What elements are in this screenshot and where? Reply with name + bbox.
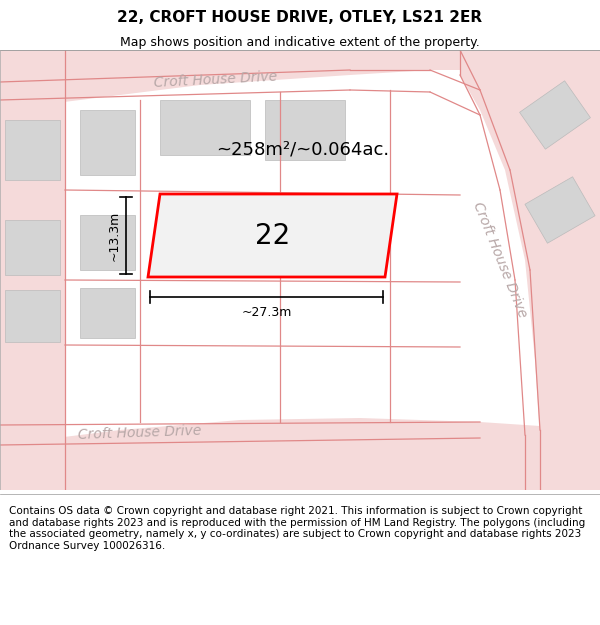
Bar <box>5 220 60 275</box>
Text: Croft House Drive: Croft House Drive <box>470 200 530 320</box>
Bar <box>160 100 250 155</box>
Bar <box>80 215 135 270</box>
Polygon shape <box>0 50 500 110</box>
Text: ~13.3m: ~13.3m <box>108 211 121 261</box>
Text: Map shows position and indicative extent of the property.: Map shows position and indicative extent… <box>120 36 480 49</box>
Polygon shape <box>0 50 65 490</box>
Text: Croft House Drive: Croft House Drive <box>153 70 277 90</box>
Bar <box>265 100 345 160</box>
Text: 22, CROFT HOUSE DRIVE, OTLEY, LS21 2ER: 22, CROFT HOUSE DRIVE, OTLEY, LS21 2ER <box>118 10 482 25</box>
Text: 22: 22 <box>255 221 290 249</box>
Polygon shape <box>0 418 600 490</box>
Bar <box>5 120 60 180</box>
Polygon shape <box>460 50 600 490</box>
Polygon shape <box>525 177 595 243</box>
Bar <box>80 110 135 175</box>
Text: Croft House Drive: Croft House Drive <box>78 424 202 442</box>
Bar <box>5 290 60 342</box>
Text: ~258m²/~0.064ac.: ~258m²/~0.064ac. <box>216 140 389 158</box>
Polygon shape <box>148 194 397 277</box>
Bar <box>80 288 135 338</box>
Text: ~27.3m: ~27.3m <box>241 306 292 319</box>
Polygon shape <box>520 81 590 149</box>
Text: Contains OS data © Crown copyright and database right 2021. This information is : Contains OS data © Crown copyright and d… <box>9 506 585 551</box>
